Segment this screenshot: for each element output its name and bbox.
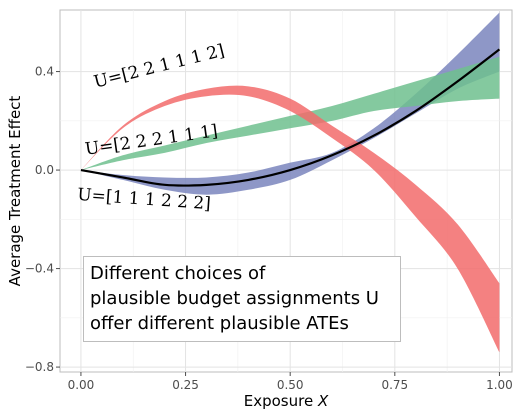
mean-line-layer	[80, 48, 501, 187]
x-tick-label: 0.50	[277, 378, 304, 392]
x-tick-label: 1.00	[486, 378, 513, 392]
annotation-line-2: plausible budget assignments U	[90, 288, 379, 309]
x-tick-label: 0.00	[68, 378, 95, 392]
y-tick-label: −0.4	[25, 262, 54, 276]
x-ticks: 0.00 0.25 0.50 0.75 1.00	[68, 372, 513, 392]
annotation-line-3: offer different plausible ATEs	[90, 313, 349, 334]
y-tick-label: 0.0	[35, 163, 54, 177]
x-tick-label: 0.25	[172, 378, 199, 392]
mean-line	[80, 48, 501, 187]
band-series-2	[80, 56, 500, 171]
annotation-line-1: Different choices of	[90, 263, 266, 284]
x-tick-label: 0.75	[381, 378, 408, 392]
y-ticks: −0.8 −0.4 0.0 0.4	[25, 65, 60, 374]
y-tick-label: −0.8	[25, 360, 54, 374]
annotation-box: Different choices of plausible budget as…	[83, 256, 401, 342]
y-tick-label: 0.4	[35, 65, 54, 79]
y-axis-title: Average Treatment Effect	[6, 96, 24, 287]
x-axis-title: Exposure X	[244, 392, 329, 410]
